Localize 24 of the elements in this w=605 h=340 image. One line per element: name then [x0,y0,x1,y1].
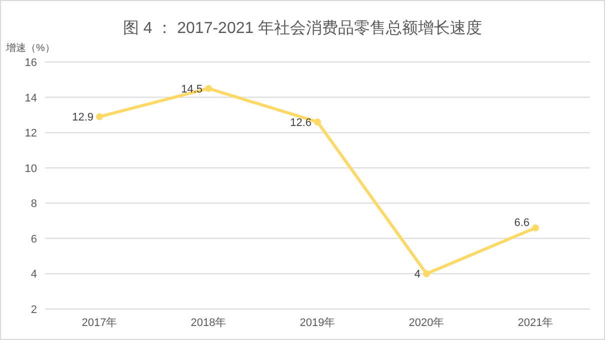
chart-title: 图 4 ： 2017-2021 年社会消费品零售总额增长速度 [122,19,482,37]
point [423,270,430,278]
y-tick-label: 12 [24,128,37,140]
data-label: 6.6 [514,216,530,229]
point [532,224,539,232]
data-label: 12.6 [290,116,312,129]
y-tick-label: 2 [30,304,37,316]
y-tick-label: 10 [24,162,37,175]
y-tick-label: 16 [24,57,37,69]
point [96,113,103,120]
point [314,118,321,126]
x-tick-label: 2020年 [408,317,444,329]
y-tick-label: 14 [24,92,37,104]
y-tick-label: 4 [30,268,37,281]
x-tick-label: 2017年 [82,317,118,329]
x-tick-label: 2021年 [518,317,554,329]
x-tick-label: 2018年 [190,317,226,329]
y-tick-label: 6 [30,233,37,246]
y-axis-title: 增速（%） [5,42,55,54]
point [205,84,212,92]
data-label: 12.9 [72,112,94,124]
y-tick-label: 8 [30,198,37,210]
data-label: 4 [414,268,420,281]
x-tick-label: 2019年 [300,317,336,329]
